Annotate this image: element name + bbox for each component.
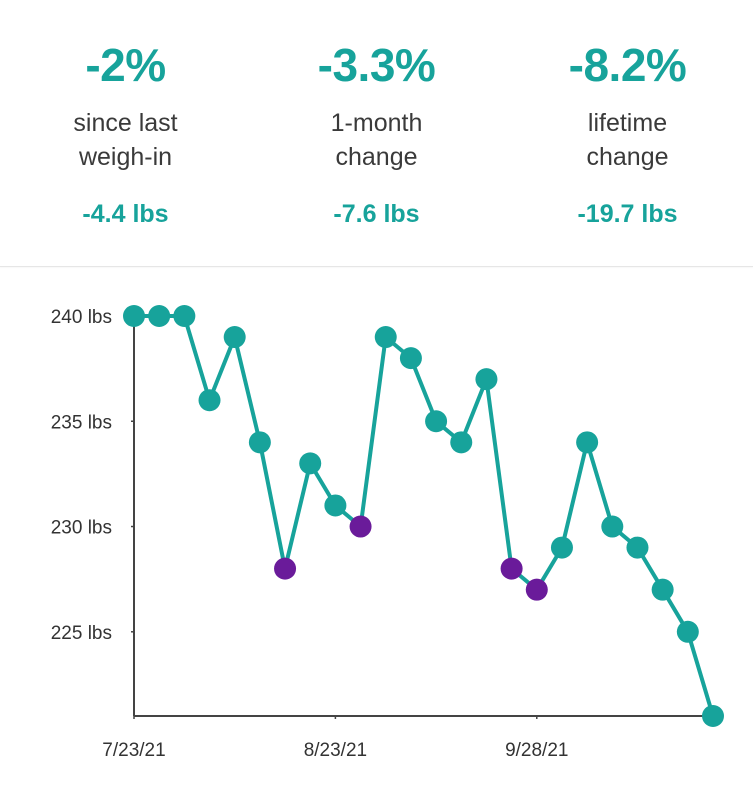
stat-percent: -2% bbox=[85, 39, 166, 91]
stats-summary: -2% since last weigh-in -4.4 lbs -3.3% 1… bbox=[0, 0, 753, 266]
data-point bbox=[148, 305, 171, 327]
x-tick-label: 7/23/21 bbox=[102, 740, 165, 761]
y-axis-ticks: 240 lbs 235 lbs 230 lbs 225 lbs bbox=[51, 307, 134, 644]
stat-label-line2: change bbox=[586, 143, 669, 171]
stat-percent: -8.2% bbox=[568, 39, 687, 91]
chart-axes bbox=[133, 316, 713, 717]
stat-pounds: -7.6 lbs bbox=[333, 200, 420, 228]
stat-label: lifetime change bbox=[502, 106, 753, 174]
section-divider bbox=[0, 266, 753, 267]
data-point bbox=[299, 452, 322, 475]
y-tick-label: 225 lbs bbox=[51, 623, 112, 644]
data-point bbox=[475, 368, 498, 391]
data-point bbox=[324, 494, 347, 517]
stat-label: since last weigh-in bbox=[0, 106, 251, 174]
data-point bbox=[198, 389, 221, 412]
data-point-highlighted bbox=[349, 515, 372, 538]
data-point bbox=[651, 578, 674, 601]
stat-label: 1-month change bbox=[251, 106, 502, 174]
y-tick-label: 235 lbs bbox=[51, 412, 112, 433]
data-point-highlighted bbox=[525, 578, 548, 601]
data-point bbox=[626, 536, 649, 559]
data-point bbox=[576, 431, 599, 454]
y-tick-label: 230 lbs bbox=[51, 518, 112, 539]
data-point bbox=[450, 431, 473, 454]
data-point bbox=[374, 326, 397, 349]
weight-line bbox=[134, 314, 715, 717]
y-tick-label: 240 lbs bbox=[51, 307, 112, 328]
data-point bbox=[123, 305, 145, 327]
data-point bbox=[173, 305, 196, 327]
data-point bbox=[676, 620, 699, 643]
x-tick-label: 9/28/21 bbox=[505, 740, 568, 761]
stat-label-line1: lifetime bbox=[587, 109, 668, 137]
stat-label-line2: change bbox=[335, 143, 418, 171]
stat-percent: -3.3% bbox=[317, 39, 436, 91]
stat-pounds: -19.7 lbs bbox=[577, 200, 678, 228]
data-point bbox=[399, 347, 422, 370]
data-point bbox=[702, 705, 724, 727]
data-point bbox=[223, 326, 246, 349]
data-point bbox=[550, 536, 573, 559]
stat-pounds: -4.4 lbs bbox=[82, 200, 169, 228]
data-point bbox=[425, 410, 448, 433]
data-point bbox=[248, 431, 271, 454]
stat-label-line1: 1-month bbox=[330, 109, 423, 137]
data-point-highlighted bbox=[500, 557, 523, 580]
x-axis-ticks: 7/23/21 8/23/21 9/28/21 bbox=[102, 716, 568, 761]
stat-label-line2: weigh-in bbox=[78, 143, 173, 171]
x-tick-label: 8/23/21 bbox=[304, 740, 367, 761]
data-point bbox=[601, 515, 624, 538]
weight-series bbox=[123, 305, 724, 727]
data-point-highlighted bbox=[274, 557, 297, 580]
stat-label-line1: since last bbox=[73, 109, 178, 137]
